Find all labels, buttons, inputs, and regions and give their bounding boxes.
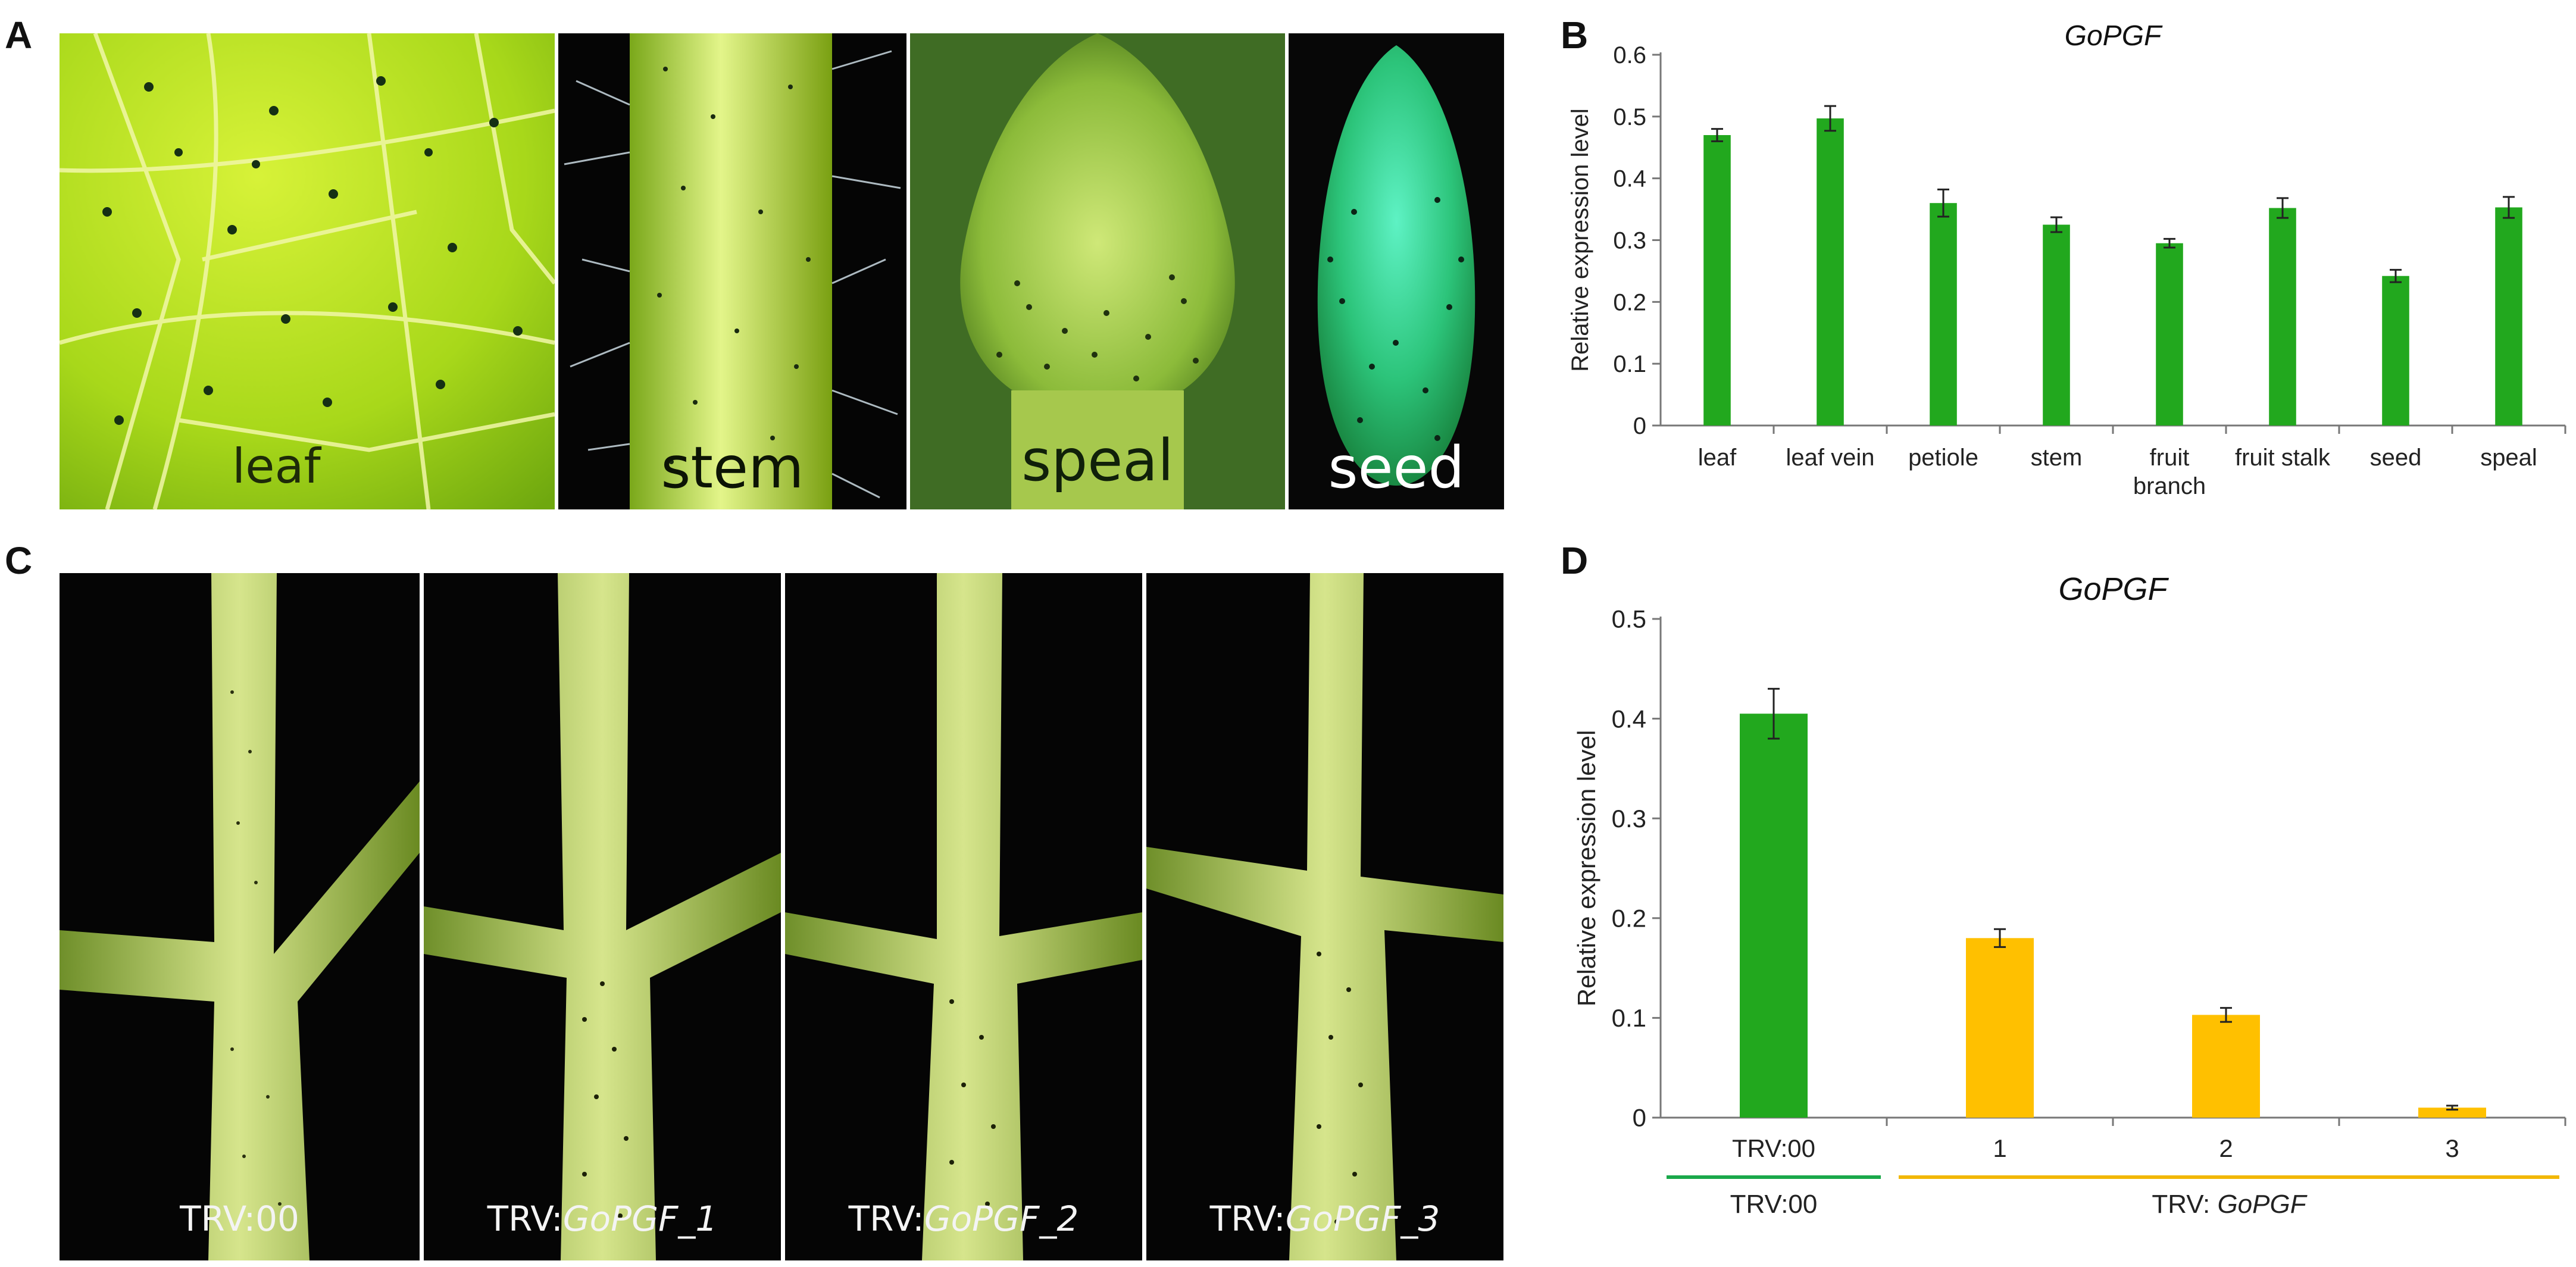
trv-gopgf2-caption-gene: GoPGF_2 [924, 1199, 1079, 1239]
bar [2192, 1015, 2260, 1118]
x-tick-label: stem [2031, 445, 2083, 471]
y-tick-label: 0.2 [1613, 289, 1646, 315]
bar [1930, 203, 1957, 426]
x-tick-label: petiole [1908, 445, 1978, 471]
seed-caption: seed [1328, 434, 1465, 501]
x-tick-label: 2 [2219, 1134, 2233, 1162]
y-tick-label: 0.4 [1613, 166, 1646, 192]
trv-gopgf2-caption-prefix: TRV: [848, 1199, 924, 1239]
y-tick-label: 0.3 [1612, 805, 1646, 833]
panel-letter-a: A [5, 14, 33, 57]
leaf-caption: leaf [232, 439, 321, 494]
bar [1703, 134, 1731, 426]
chart-b: GoPGF 0 0.1 0.2 0.3 0.4 0.5 0.6 Relative express… [1559, 20, 2571, 524]
x-tick-label: TRV:00 [1732, 1134, 1815, 1162]
trv00-photo: TRV:00 [60, 573, 420, 1260]
chart-title: GoPGF [2058, 571, 2169, 607]
trv-gopgf1-caption: TRV:GoPGF_1 [424, 1199, 781, 1239]
x-tick-label: leaf vein [1786, 445, 1875, 471]
silenced-group-label: TRV: GoPGF [2152, 1190, 2307, 1219]
bar [1740, 714, 1808, 1118]
bar [1817, 118, 1844, 426]
bar [2495, 207, 2522, 426]
y-tick-label: 0 [1633, 413, 1646, 439]
trv-gopgf1-caption-gene: GoPGF_1 [562, 1199, 718, 1239]
chart-d: GoPGF 0 0.1 0.2 0.3 0.4 0.5 Relative expression… [1559, 548, 2571, 1262]
trv00-caption: TRV:00 [60, 1199, 420, 1239]
bar [2418, 1108, 2486, 1118]
trv-gopgf3-photo: TRV:GoPGF_3 [1146, 573, 1503, 1260]
x-tick-label: seed [2370, 445, 2422, 471]
y-tick-label: 0.6 [1613, 42, 1646, 68]
trv-gopgf2-caption: TRV:GoPGF_2 [785, 1199, 1142, 1239]
y-tick-label: 0.5 [1613, 104, 1646, 130]
bar [2043, 224, 2070, 426]
x-tick-label: fruit [2150, 445, 2190, 471]
sepal-caption: speal [1021, 427, 1174, 494]
trv00-caption-suffix: 00 [255, 1199, 299, 1239]
stem-caption: stem [661, 434, 804, 501]
y-tick-label: 0.1 [1613, 351, 1646, 377]
trv-gopgf3-caption-gene: GoPGF_3 [1285, 1199, 1440, 1239]
panel-letter-c: C [5, 539, 33, 582]
chart-title: GoPGF [2065, 24, 2163, 52]
leaf-photo: leaf [60, 33, 555, 509]
y-tick-label: 0.2 [1612, 905, 1646, 933]
bar [1966, 938, 2034, 1118]
trv-gopgf1-caption-prefix: TRV: [487, 1199, 563, 1239]
stem-photo: stem [558, 33, 906, 509]
panel-letter-d: D [1561, 539, 1589, 582]
trv00-caption-prefix: TRV: [180, 1199, 256, 1239]
bar [2382, 276, 2409, 426]
y-axis-label: Relative expression level [1567, 108, 1593, 371]
x-tick-label: fruit stalk [2235, 445, 2331, 471]
y-axis-label: Relative expression level [1573, 730, 1600, 1007]
x-tick-label: speal [2480, 445, 2537, 471]
seed-photo: seed [1289, 33, 1504, 509]
trv-gopgf1-photo: TRV:GoPGF_1 [424, 573, 781, 1260]
x-tick-label: 3 [2445, 1134, 2459, 1162]
sepal-photo: speal [910, 33, 1285, 509]
trv-gopgf3-caption: TRV:GoPGF_3 [1146, 1199, 1503, 1239]
y-tick-label: 0.5 [1612, 605, 1646, 633]
y-tick-label: 0 [1633, 1104, 1646, 1132]
chart-d-svg: GoPGF 0 0.1 0.2 0.3 0.4 0.5 Relative expression… [1573, 571, 2566, 1219]
control-group-label: TRV:00 [1730, 1190, 1818, 1219]
x-tick-label: leaf [1698, 445, 1737, 471]
chart-b-svg: GoPGF 0 0.1 0.2 0.3 0.4 0.5 0.6 Relative express… [1567, 20, 2566, 499]
y-tick-label: 0.3 [1613, 228, 1646, 254]
trv-gopgf2-photo: TRV:GoPGF_2 [785, 573, 1142, 1260]
bar [2156, 243, 2183, 426]
panel-letter-b: B [1561, 14, 1589, 57]
bar [2269, 208, 2296, 426]
y-tick-label: 0.1 [1612, 1004, 1646, 1032]
y-tick-label: 0.4 [1612, 705, 1646, 733]
x-tick-label: branch [2133, 473, 2206, 499]
trv-gopgf3-caption-prefix: TRV: [1209, 1199, 1286, 1239]
x-tick-label: 1 [1993, 1134, 2006, 1162]
